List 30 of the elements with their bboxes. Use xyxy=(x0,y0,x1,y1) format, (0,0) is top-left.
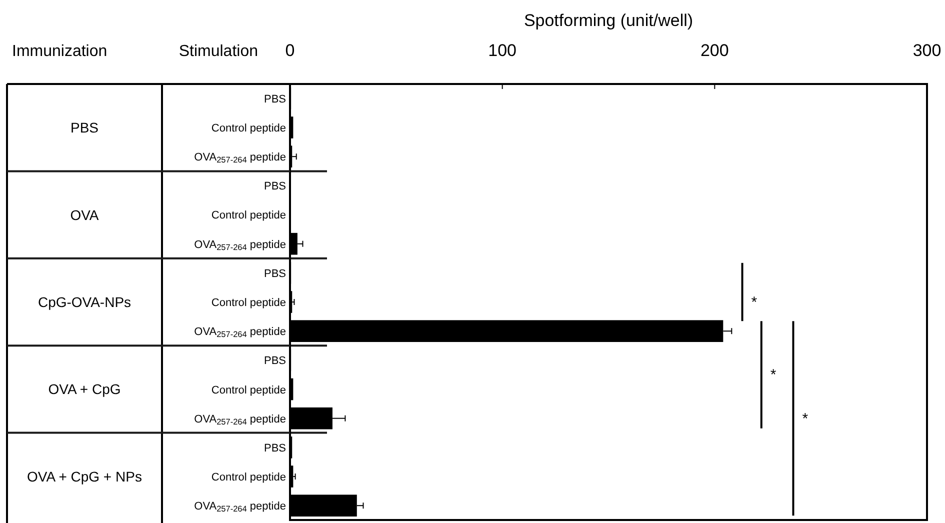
text: Immunization xyxy=(12,43,108,60)
x-tick-label: 100 xyxy=(488,41,517,60)
y-tick-label: Control peptide xyxy=(211,122,286,134)
y-tick-label: Control peptide xyxy=(211,472,286,484)
y-tick-label: Control peptide xyxy=(211,384,286,396)
y-tick-label: OVA$_{257-264}$ peptide xyxy=(194,152,286,165)
text: OVA + CpG xyxy=(48,381,121,398)
annotation: * xyxy=(802,410,808,428)
y-tick-label: OVA$_{257-264}$ peptide xyxy=(194,413,286,426)
annotation: * xyxy=(751,294,758,311)
y-tick-label: PBS xyxy=(264,180,286,193)
y-tick-label: OVA$_{257-264}$ peptide xyxy=(194,500,286,514)
y-tick-label: Control peptide xyxy=(211,297,286,309)
text: OVA + CpG + NPs xyxy=(27,468,142,484)
text: CpG-OVA-NPs xyxy=(38,294,132,310)
y-tick-label: PBS xyxy=(264,442,286,454)
y-tick-label: PBS xyxy=(264,93,286,106)
y-tick-label: OVA$_{257-264}$ peptide xyxy=(194,326,286,340)
text: Stimulation xyxy=(178,43,258,60)
x-tick-label: 200 xyxy=(700,41,729,60)
text: PBS xyxy=(70,120,99,136)
y-tick-label: OVA$_{257-264}$ peptide xyxy=(194,238,286,252)
y-tick-label: Control peptide xyxy=(211,210,286,222)
annotation: * xyxy=(770,366,776,384)
text: OVA xyxy=(70,206,100,223)
y-tick-label: PBS xyxy=(264,268,286,280)
y-tick-label: PBS xyxy=(264,355,286,368)
x-tick-label: 300 xyxy=(912,41,942,60)
x-axis-title: Spotforming (unit/well) xyxy=(524,11,694,30)
x-tick-label: 0 xyxy=(285,41,295,60)
